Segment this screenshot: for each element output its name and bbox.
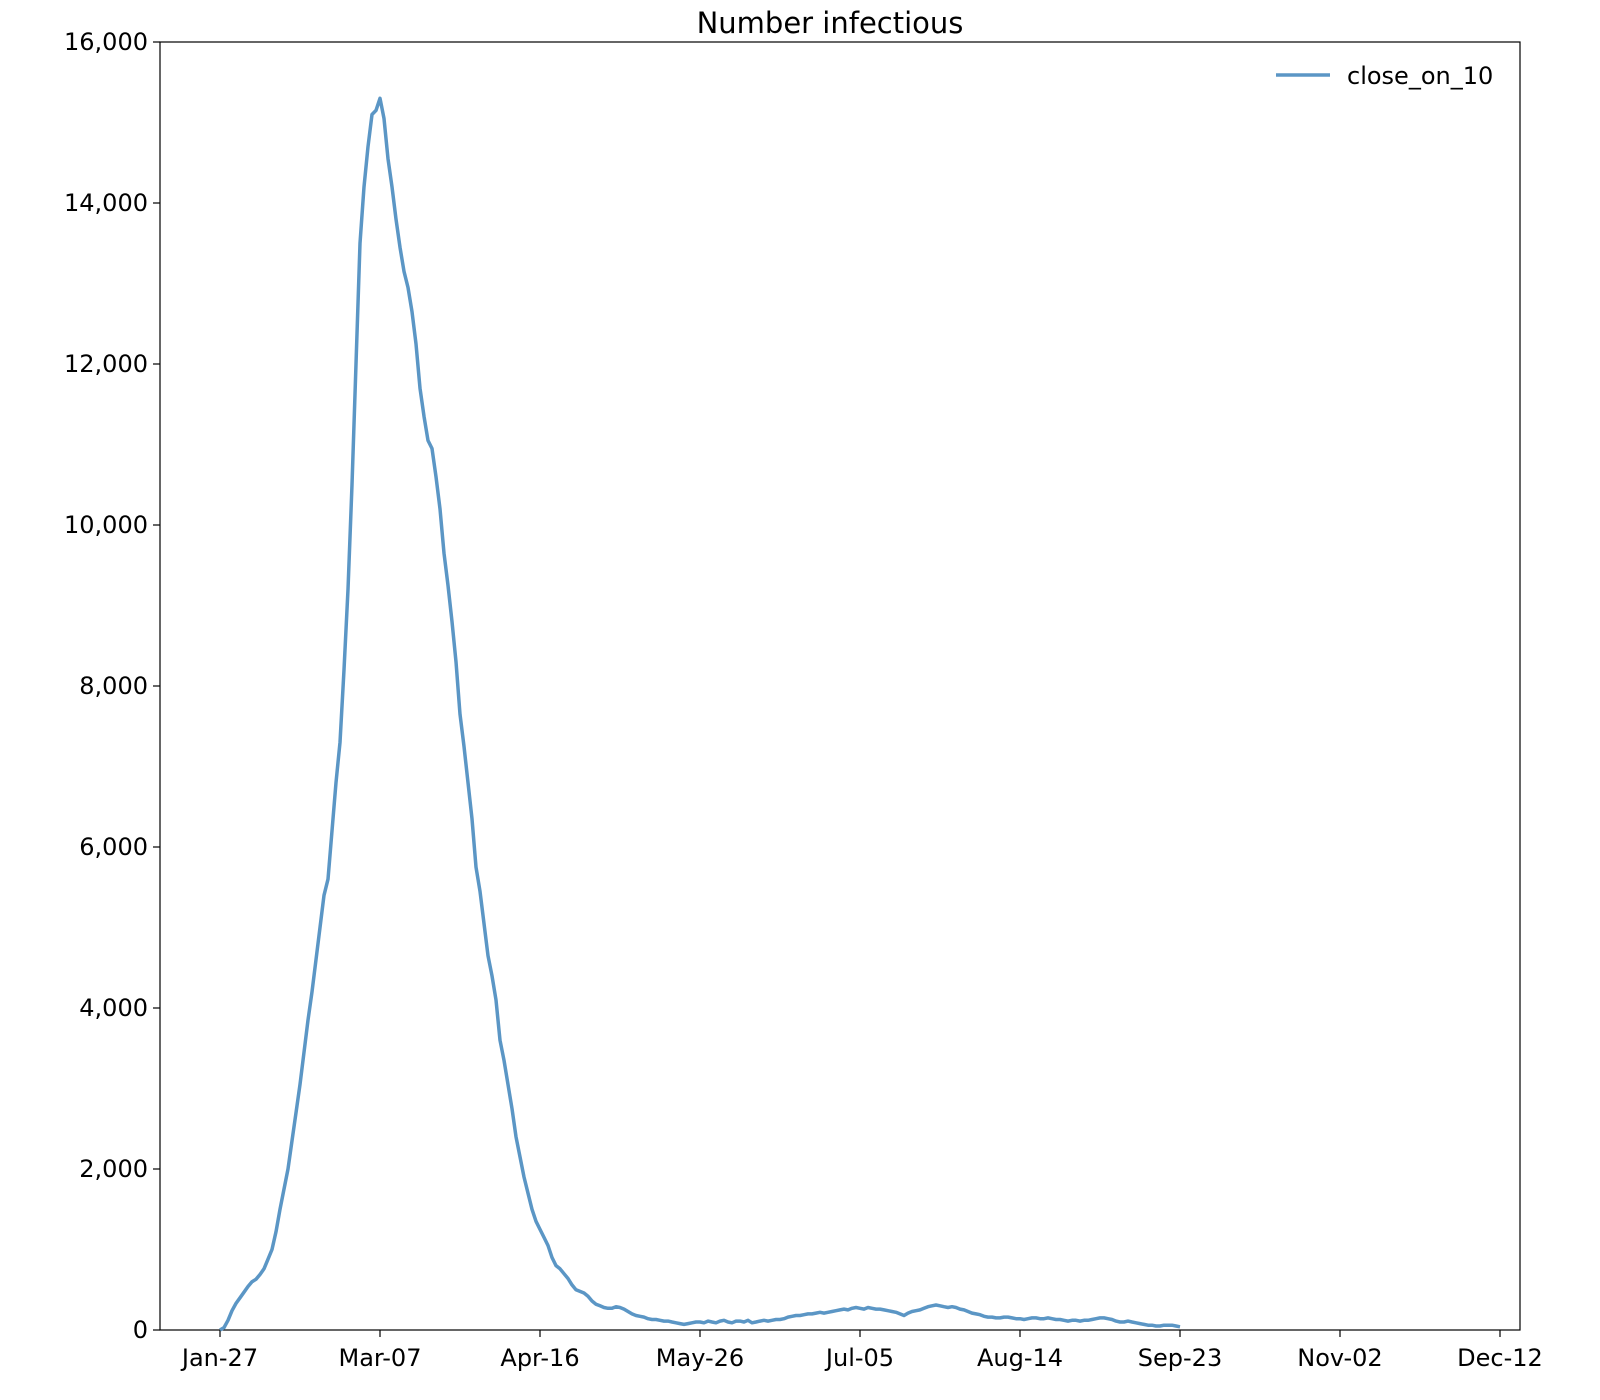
x-tick-label: May-26 [656, 1344, 744, 1372]
y-tick-label: 8,000 [79, 672, 148, 700]
y-tick-label: 12,000 [64, 350, 148, 378]
plot-area [159, 41, 1521, 1331]
x-tick-label: Sep-23 [1138, 1344, 1222, 1372]
series-layer [219, 96, 1181, 1332]
y-tick-label: 2,000 [79, 1155, 148, 1183]
y-tick-label: 16,000 [64, 28, 148, 56]
legend-label-close-on-10: close_on_10 [1347, 62, 1493, 90]
x-tick-label: Nov-02 [1297, 1344, 1382, 1372]
y-tick-label: 14,000 [64, 189, 148, 217]
legend: close_on_10 [1276, 62, 1493, 90]
x-axis: Jan-27 Mar-07 Apr-16 May-26 Jul-05 Aug-14 Sep-… [180, 1330, 1543, 1372]
y-tick-label: 10,000 [64, 511, 148, 539]
y-axis: 0 2,000 4,000 6,000 8,000 10,000 12,000 14,000 1… [64, 28, 160, 1344]
x-tick-label: Mar-07 [339, 1344, 422, 1372]
y-tick-label: 0 [133, 1316, 148, 1344]
x-tick-label: Jul-05 [824, 1344, 894, 1372]
series-line-close-on-10 [219, 96, 1181, 1332]
x-tick-label: Jan-27 [180, 1344, 258, 1372]
x-tick-label: Apr-16 [500, 1344, 579, 1372]
y-tick-label: 6,000 [79, 833, 148, 861]
x-tick-label: Aug-14 [977, 1344, 1063, 1372]
x-tick-label: Dec-12 [1457, 1344, 1543, 1372]
y-tick-label: 4,000 [79, 994, 148, 1022]
chart-title: Number infectious [697, 6, 964, 40]
